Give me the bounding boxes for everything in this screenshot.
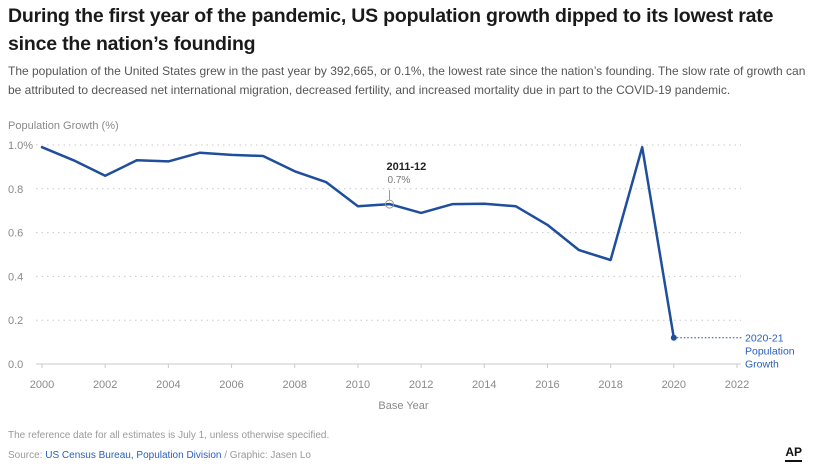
- x-tick-label: 2008: [282, 379, 306, 391]
- x-tick-label: 2010: [346, 379, 370, 391]
- y-tick-label: 0.8: [8, 184, 23, 196]
- footnote: The reference date for all estimates is …: [8, 430, 330, 441]
- source-prefix: Source:: [8, 450, 46, 461]
- chart-title: During the first year of the pandemic, U…: [8, 5, 774, 55]
- y-tick-label: 0.6: [8, 228, 23, 240]
- x-axis-title: Base Year: [378, 400, 428, 412]
- annotation-title: 2011-12: [387, 161, 427, 173]
- x-tick-label: 2006: [219, 379, 243, 391]
- end-label-text: Growth: [745, 359, 779, 371]
- y-tick-label: 0.4: [8, 271, 23, 283]
- x-tick-label: 2002: [93, 379, 117, 391]
- x-tick-label: 2016: [535, 379, 559, 391]
- end-label-text: 2020-21: [745, 333, 784, 345]
- x-tick-label: 2012: [409, 379, 433, 391]
- source-link[interactable]: US Census Bureau, Population Division: [45, 450, 222, 461]
- end-point-marker: [670, 334, 677, 341]
- y-tick-label: 0.2: [8, 315, 23, 327]
- x-tick-label: 2018: [598, 379, 622, 391]
- source-suffix: / Graphic: Jasen Lo: [221, 450, 311, 461]
- x-tick-label: 2000: [30, 379, 54, 391]
- grid-lines: [36, 144, 741, 365]
- series-layer: [40, 145, 676, 339]
- y-tick-label: 1.0%: [8, 140, 33, 152]
- x-tick-label: 2004: [156, 379, 180, 391]
- x-tick-label: 2022: [725, 379, 749, 391]
- x-tick-label: 2014: [472, 379, 496, 391]
- y-tick-label: 0.0: [8, 359, 23, 371]
- series-line: [40, 145, 676, 339]
- annotation-value: 0.7%: [388, 175, 411, 186]
- source-line: Source: US Census Bureau, Population Div…: [8, 450, 311, 461]
- ap-logo: AP: [785, 446, 802, 462]
- annotation-marker: [385, 199, 394, 209]
- y-axis-title: Population Growth (%): [8, 120, 119, 132]
- x-tick-label: 2020: [662, 379, 686, 391]
- chart-subtitle: The population of the United States grew…: [8, 64, 806, 97]
- axis-ticks: 0.0 0.2 0.4 0.6 0.8 1.0% 2000 2002 2004 2006 2008 2…: [8, 140, 749, 412]
- end-label-text: Population: [745, 346, 795, 358]
